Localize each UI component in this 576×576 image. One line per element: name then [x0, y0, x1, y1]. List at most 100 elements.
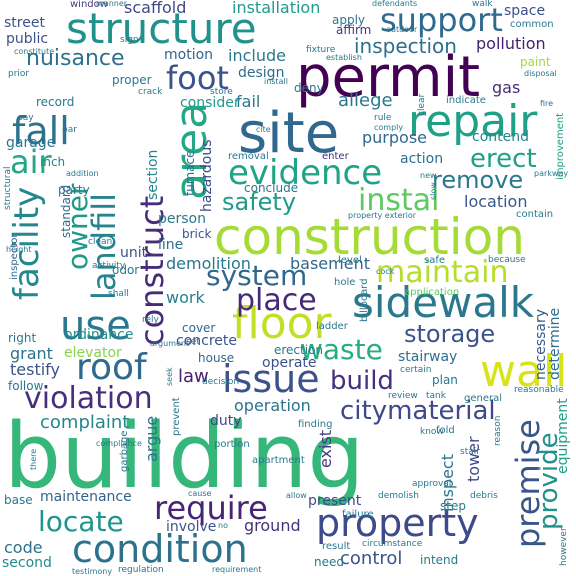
- word-application: application: [404, 287, 460, 298]
- word-air: air: [10, 143, 52, 181]
- word-constitute: constitute: [14, 47, 55, 56]
- word-garbage: garbage: [119, 430, 130, 472]
- word-property: property: [316, 501, 479, 545]
- word-evidence: evidence: [228, 153, 383, 193]
- word-manner: manner: [96, 0, 128, 8]
- word-build: build: [330, 366, 394, 396]
- word-demolition: demolition: [166, 254, 251, 273]
- word-odor: odor: [112, 263, 140, 277]
- word-install: install: [264, 77, 288, 86]
- word-site: site: [238, 101, 340, 166]
- word-duty: duty: [210, 413, 242, 429]
- word-no: no: [218, 521, 228, 530]
- word-seek: seek: [165, 367, 174, 386]
- word-general: general: [464, 393, 503, 404]
- word-work: work: [166, 288, 205, 307]
- word-rule: rule: [374, 113, 392, 123]
- word-second: second: [2, 555, 52, 571]
- word-indicate: indicate: [446, 95, 486, 106]
- word-finding: finding: [298, 419, 333, 430]
- word-line: line: [158, 237, 184, 253]
- word-billboard: billboard: [359, 278, 370, 322]
- word-require: require: [154, 489, 268, 527]
- word-defendants: defendants: [372, 0, 418, 8]
- word-contain: contain: [516, 209, 554, 220]
- word-repair: repair: [408, 96, 538, 147]
- word-clean: clean: [88, 237, 113, 247]
- word-apply: apply: [332, 13, 366, 27]
- word-equipment: equipment: [555, 398, 571, 474]
- word-contend: contend: [472, 129, 529, 145]
- word-erect: erect: [470, 144, 537, 174]
- word-record: record: [36, 95, 75, 109]
- word-new: new: [420, 171, 437, 180]
- word-building: building: [4, 404, 365, 509]
- word-pollution: pollution: [476, 34, 546, 53]
- word-plan: plan: [432, 373, 458, 387]
- word-concrete: concrete: [176, 333, 237, 349]
- word-know: know: [420, 427, 444, 437]
- word-location: location: [464, 192, 528, 211]
- word-party: party: [58, 183, 90, 197]
- word-cock: cock: [376, 267, 395, 276]
- word-establish: establish: [326, 53, 362, 62]
- word-include: include: [228, 46, 286, 65]
- word-circumstance: circumstance: [362, 539, 423, 549]
- word-sidewalk: sidewalk: [352, 278, 535, 327]
- word-hazardous: hazardous: [199, 139, 215, 212]
- word-failure: failure: [342, 509, 374, 520]
- word-person: person: [158, 211, 206, 227]
- word-intend: intend: [420, 553, 459, 567]
- word-involve: involve: [166, 519, 217, 535]
- word-complaint: complaint: [40, 412, 130, 433]
- word-debris: debris: [470, 491, 498, 501]
- word-structure: structure: [66, 4, 257, 53]
- word-decision: decision: [202, 377, 240, 387]
- word-necessary: necessary: [533, 308, 549, 380]
- word-store: store: [210, 87, 233, 97]
- word-safety: safety: [222, 188, 297, 216]
- word-however: however: [559, 527, 569, 566]
- word-erection: erection: [274, 343, 324, 357]
- word-wall: wall: [480, 346, 568, 397]
- word-tower: tower: [464, 436, 483, 482]
- word-use: use: [60, 303, 131, 349]
- word-cite: cite: [256, 125, 271, 134]
- word-structural: structural: [3, 166, 13, 210]
- word-reason: reason: [493, 415, 503, 446]
- word-gas: gas: [492, 78, 521, 97]
- word-sign: sign: [120, 35, 139, 45]
- word-cause: cause: [188, 489, 212, 498]
- word-house: house: [198, 351, 235, 365]
- word-walk: walk: [472, 0, 493, 9]
- word-maintain: maintain: [376, 255, 509, 290]
- word-addition: addition: [66, 169, 99, 178]
- word-set: set: [186, 337, 200, 347]
- word-nuisance: nuisance: [26, 46, 125, 71]
- word-regulation: regulation: [118, 565, 164, 575]
- word-violation: violation: [24, 381, 153, 416]
- word-testify: testify: [10, 360, 60, 379]
- word-argument: argument: [150, 339, 190, 348]
- word-review: review: [388, 391, 418, 401]
- word-support: support: [380, 1, 503, 39]
- word-cover: cover: [182, 321, 216, 335]
- word-clear: clear: [417, 93, 427, 116]
- word-issue: issue: [222, 357, 320, 401]
- word-base: base: [4, 493, 33, 507]
- word-instal: instal: [358, 183, 440, 218]
- word-permit: permit: [296, 45, 481, 110]
- word-remove: remove: [432, 166, 524, 194]
- word-fold: fold: [436, 425, 455, 436]
- word-approval: approval: [412, 479, 452, 489]
- word-space: space: [504, 3, 546, 19]
- word-determine: determine: [547, 307, 563, 380]
- word-reasonable: reasonable: [514, 385, 564, 395]
- word-there: there: [29, 448, 38, 470]
- word-public: public: [6, 31, 49, 47]
- word-enter: enter: [322, 151, 349, 162]
- word-testimony: testimony: [72, 567, 113, 576]
- word-foot: foot: [166, 59, 229, 97]
- word-fire: fire: [540, 99, 554, 108]
